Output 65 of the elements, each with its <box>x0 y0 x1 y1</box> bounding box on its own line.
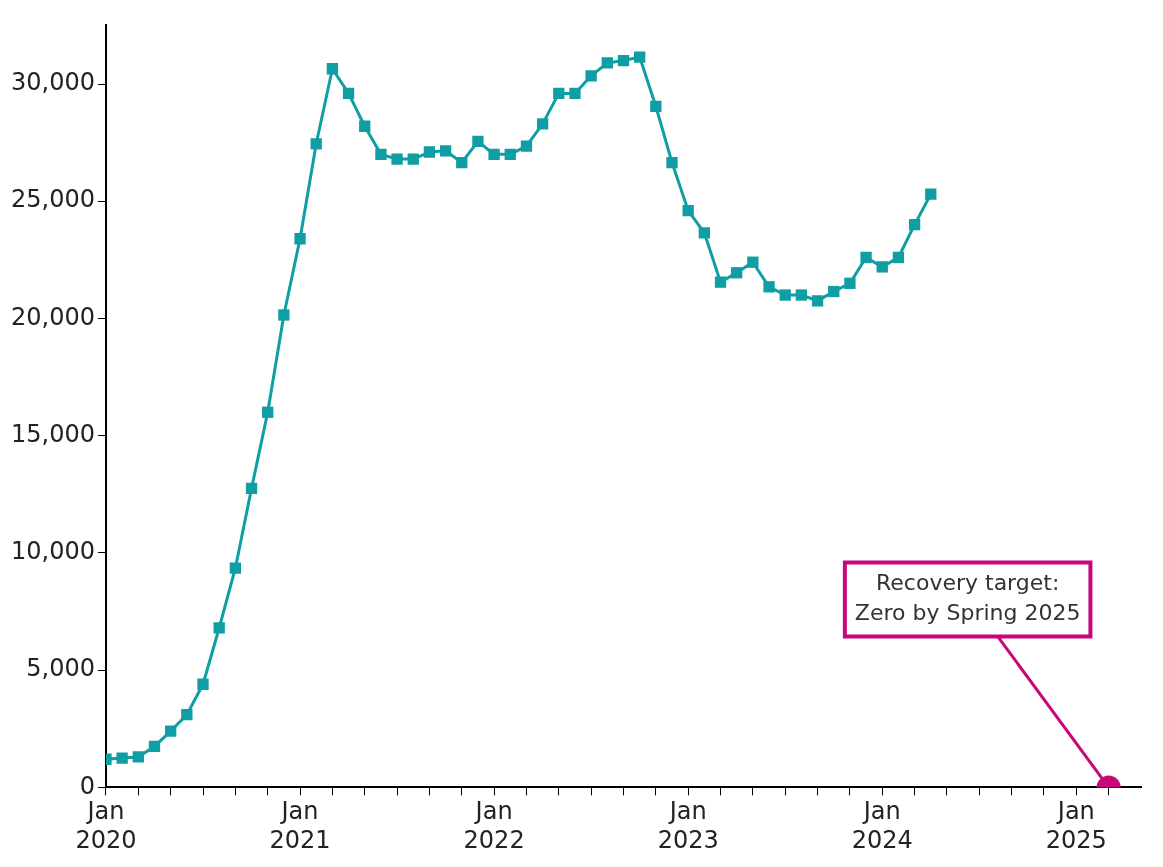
point <box>828 285 840 298</box>
point <box>553 87 565 100</box>
point <box>439 145 452 157</box>
point <box>116 752 128 764</box>
y-tick-label: 30,000 <box>10 68 95 97</box>
point <box>860 251 872 264</box>
point <box>908 219 921 231</box>
point <box>536 118 549 130</box>
point <box>617 54 630 67</box>
point <box>132 751 144 763</box>
point <box>326 63 339 75</box>
point <box>682 204 694 217</box>
x-tick-label: Jan 2022 <box>463 797 525 854</box>
point <box>488 148 500 161</box>
point <box>165 725 177 737</box>
point <box>407 153 419 165</box>
x-tick-label: Jan 2024 <box>851 797 913 854</box>
point <box>245 482 258 495</box>
point <box>844 277 856 289</box>
point <box>148 740 161 753</box>
point <box>229 562 242 574</box>
point <box>456 156 468 169</box>
y-tick-label: 25,000 <box>10 185 95 214</box>
point <box>811 295 824 307</box>
point <box>423 146 436 158</box>
y-tick-label: 5,000 <box>26 654 95 683</box>
x-tick-label: Jan 2021 <box>269 797 331 854</box>
point <box>892 251 905 264</box>
point <box>504 148 516 161</box>
point <box>569 87 581 100</box>
point <box>278 309 290 321</box>
point <box>763 281 775 293</box>
point <box>779 289 791 301</box>
point <box>391 153 403 165</box>
y-tick-label: 15,000 <box>10 419 95 448</box>
point <box>666 156 678 169</box>
point <box>876 261 888 273</box>
point <box>520 140 533 152</box>
point <box>262 406 274 418</box>
y-tick-label: 0 <box>79 771 95 800</box>
point <box>294 233 306 245</box>
point <box>714 276 727 288</box>
y-tick-label: 20,000 <box>10 302 95 331</box>
point <box>698 227 711 239</box>
point <box>213 622 225 634</box>
point <box>925 188 937 200</box>
point <box>795 289 808 301</box>
point <box>342 87 355 100</box>
point <box>310 138 322 150</box>
y-tick-label: 10,000 <box>10 537 95 566</box>
point <box>747 256 759 268</box>
annotation: Recovery target: Zero by Spring 2025 <box>854 570 1081 626</box>
point <box>731 267 743 279</box>
point <box>650 100 662 112</box>
point <box>634 51 646 63</box>
x-tick-label: Jan 2023 <box>657 797 719 854</box>
point <box>601 57 613 69</box>
point <box>359 120 371 132</box>
point <box>585 70 597 82</box>
point <box>472 135 484 148</box>
x-tick-label: Jan 2020 <box>75 797 137 854</box>
point <box>197 678 209 690</box>
point <box>181 709 193 721</box>
point <box>375 148 387 161</box>
x-tick-label: Jan 2025 <box>1045 797 1107 854</box>
